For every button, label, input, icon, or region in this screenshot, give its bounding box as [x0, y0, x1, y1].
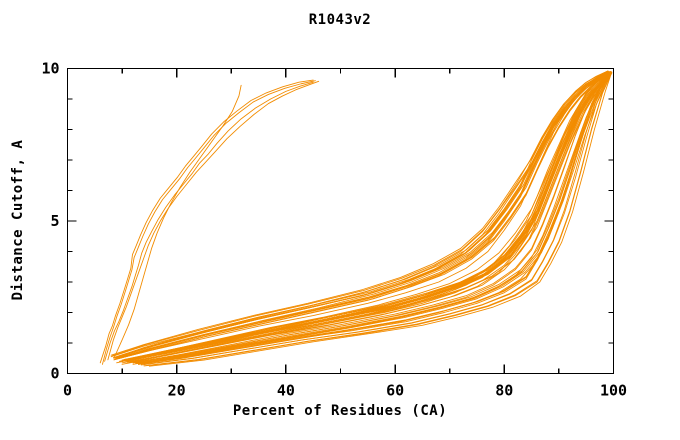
data-curve: [148, 72, 612, 367]
data-curve: [116, 71, 609, 358]
data-curve: [128, 72, 612, 361]
y-tick-labels: 0 5 10: [41, 60, 59, 383]
data-curve: [101, 80, 316, 365]
y-tick-label: 10: [41, 60, 59, 78]
x-tick-label: 80: [495, 382, 513, 400]
x-tick-label: 60: [386, 382, 404, 400]
data-curve: [104, 81, 314, 362]
data-curve: [113, 84, 242, 359]
page-title: R1043v2: [309, 12, 372, 28]
data-curve: [132, 71, 612, 363]
data-curve: [111, 70, 609, 357]
data-curve: [133, 71, 612, 363]
y-tick-label: 5: [50, 212, 59, 230]
data-curve: [135, 71, 612, 364]
data-curve: [140, 75, 609, 366]
data-curve: [107, 80, 320, 361]
data-curve: [121, 74, 609, 362]
data-curve: [138, 72, 612, 365]
x-axis-title: Percent of Residues (CA): [233, 403, 447, 419]
y-axis-title: Distance Cutoff, A: [10, 140, 26, 301]
y-tick-label: 0: [50, 365, 59, 383]
axis-ticks: [66, 67, 615, 375]
x-tick-label: 0: [63, 382, 72, 400]
x-tick-label: 100: [600, 382, 627, 400]
data-curve: [126, 72, 612, 362]
x-tick-labels: 0 20 40 60 80 100: [63, 382, 627, 400]
data-curve: [123, 71, 612, 360]
x-tick-label: 20: [168, 382, 186, 400]
data-curves-group: [99, 70, 613, 367]
data-curve: [131, 72, 613, 362]
data-curve: [112, 71, 610, 359]
data-curve: [119, 71, 611, 359]
x-tick-label: 40: [277, 382, 295, 400]
data-curve: [99, 79, 314, 364]
data-curve: [146, 73, 612, 367]
